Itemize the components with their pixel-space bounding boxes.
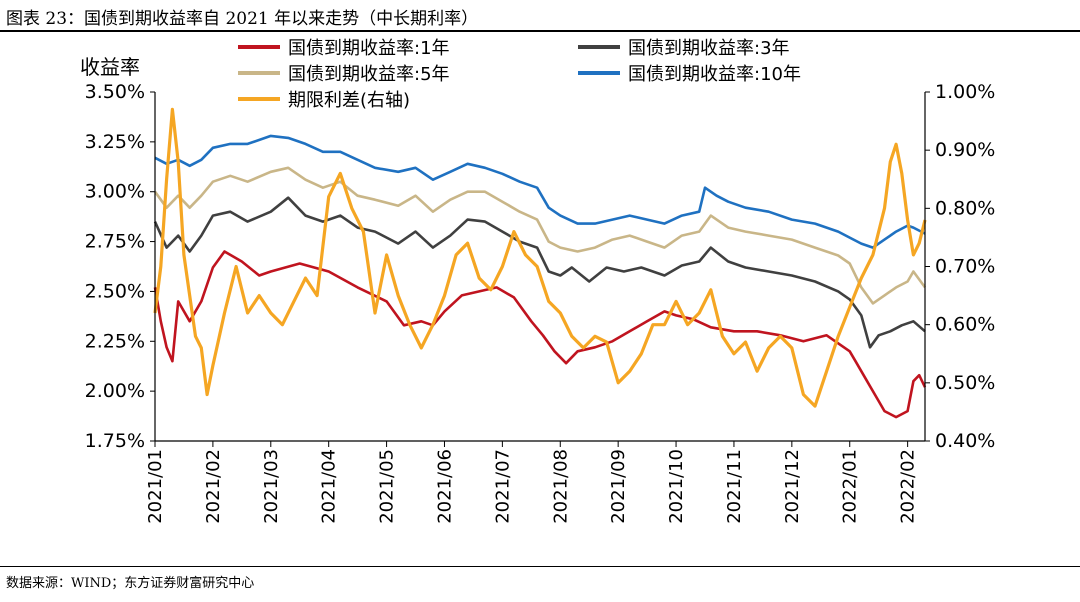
series-line: [153, 107, 927, 408]
y2-tick-label: 1.00%: [935, 81, 995, 103]
x-tick-label: 2021/05: [377, 449, 398, 524]
x-tick-label: 2021/07: [492, 449, 513, 524]
y-tick-label: 3.50%: [85, 81, 145, 103]
y2-tick-label: 0.80%: [935, 197, 995, 219]
y2-tick-label: 0.60%: [935, 314, 995, 336]
x-tick-label: 2021/09: [608, 449, 629, 524]
y-axis-label: 收益率: [80, 55, 140, 79]
axes: [154, 92, 926, 442]
legend-label: 国债到期收益率:1年: [288, 38, 450, 59]
y2-tick-label: 0.90%: [935, 139, 995, 161]
y-axis-ticks: 1.75% 2.00% 2.25% 2.50% 2.75% 3.00% 3.25% 3.50%: [85, 81, 155, 452]
y-tick-label: 2.25%: [85, 330, 145, 352]
y-tick-label: 2.00%: [85, 380, 145, 402]
x-tick-label: 2021/04: [319, 449, 340, 524]
legend-label: 期限利差(右轴): [288, 90, 410, 111]
y-tick-label: 3.25%: [85, 131, 145, 153]
figure-title: 图表 23：国债到期收益率自 2021 年以来走势（中长期利率）: [6, 9, 479, 29]
y2-tick-label: 0.50%: [935, 372, 995, 394]
title-rule: [0, 30, 1080, 32]
x-tick-label: 2021/10: [666, 449, 687, 524]
y-tick-label: 3.00%: [85, 181, 145, 203]
series-line: [153, 250, 927, 419]
y2-tick-label: 0.40%: [935, 430, 995, 452]
y-tick-label: 1.75%: [85, 430, 145, 452]
x-tick-label: 2021/12: [782, 449, 803, 524]
y2-tick-label: 0.70%: [935, 256, 995, 278]
source-rule: [0, 566, 1080, 567]
y-tick-label: 2.75%: [85, 231, 145, 253]
series-lines: [153, 107, 927, 419]
y-tick-label: 2.50%: [85, 280, 145, 302]
legend-label: 国债到期收益率:10年: [628, 64, 801, 85]
x-tick-label: 2021/08: [550, 449, 571, 524]
series-line: [153, 166, 927, 305]
series-line: [153, 196, 926, 349]
x-tick-label: 2021/11: [724, 449, 745, 524]
x-tick-label: 2021/01: [145, 449, 166, 524]
x-tick-label: 2021/03: [261, 449, 282, 524]
x-axis-ticks: 2021/01 2021/02 2021/03 2021/04 2021/05 2021/…: [145, 441, 919, 524]
source-note: 数据来源：WIND；东方证券财富研究中心: [6, 576, 255, 591]
x-tick-label: 2021/02: [203, 449, 224, 524]
x-tick-label: 2021/06: [434, 449, 455, 524]
y2-axis-ticks: 0.40% 0.50% 0.60% 0.70% 0.80% 0.90% 1.00%: [925, 81, 995, 452]
legend-label: 国债到期收益率:3年: [628, 38, 790, 59]
legend-label: 国债到期收益率:5年: [288, 64, 450, 85]
series-line: [154, 134, 926, 249]
x-tick-label: 2022/01: [840, 449, 861, 524]
x-tick-label: 2022/02: [898, 449, 919, 524]
